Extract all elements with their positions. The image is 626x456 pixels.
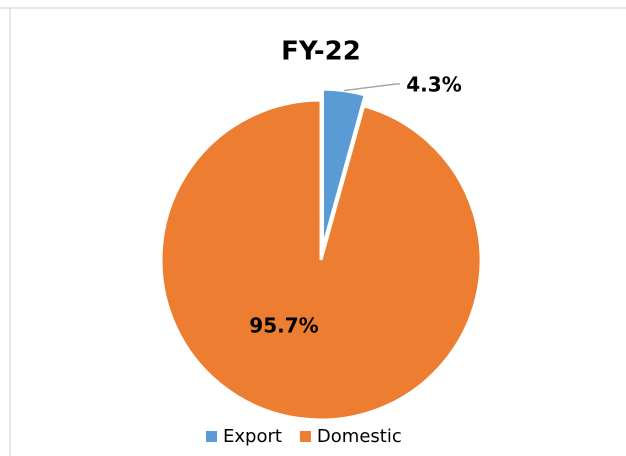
leader-line	[343, 83, 400, 92]
legend-label: Domestic	[317, 426, 402, 447]
data-label: 95.7%	[249, 314, 318, 338]
legend-label: Export	[223, 426, 282, 447]
pie-slice	[159, 98, 483, 422]
legend-swatch	[206, 431, 217, 442]
data-label: 4.3%	[406, 73, 461, 97]
chart-title: FY-22	[281, 37, 361, 67]
pie-slice	[320, 87, 368, 250]
legend-swatch	[299, 431, 311, 442]
